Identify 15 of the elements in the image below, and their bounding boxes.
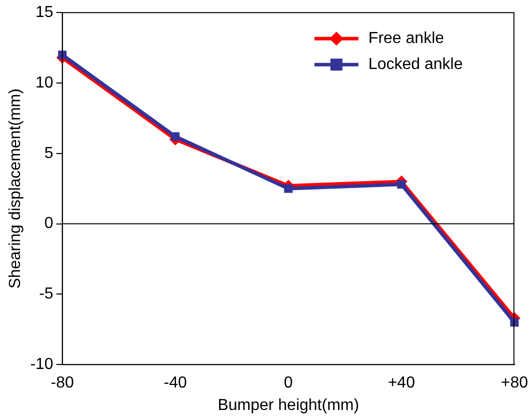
x-axis-title: Bumper height(mm) (218, 396, 360, 414)
y-tick-label: -10 (30, 356, 54, 374)
y-tick-label: -5 (39, 286, 54, 303)
y-tick-label: 10 (36, 74, 54, 92)
x-tick-label: -40 (164, 374, 188, 392)
x-tick-label: -80 (50, 374, 74, 392)
x-tick-label: +40 (388, 374, 416, 392)
x-tick-label: 0 (284, 374, 293, 392)
y-tick-label: 0 (44, 215, 54, 232)
legend-label: Free ankle (368, 30, 444, 48)
y-tick-label: 5 (44, 144, 54, 162)
legend-label: Locked ankle (368, 56, 463, 74)
y-axis-title: Shearing displacement(mm) (7, 88, 24, 289)
y-tick-label: 15 (36, 4, 54, 22)
x-tick-label: +80 (500, 374, 528, 392)
